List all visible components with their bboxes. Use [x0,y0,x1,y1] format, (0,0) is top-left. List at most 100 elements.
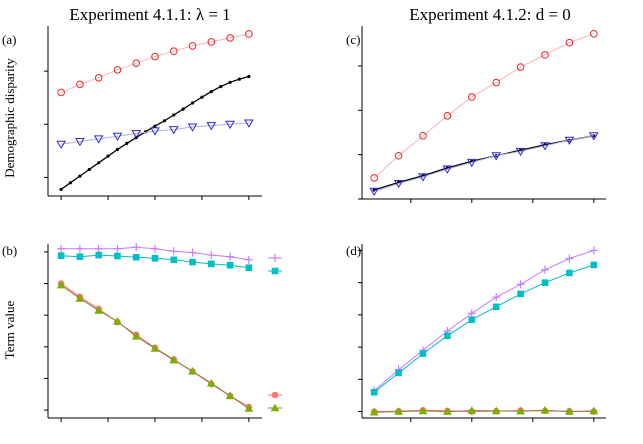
data-point [442,165,453,174]
data-point [468,316,476,324]
data-point [225,391,235,400]
data-point [419,350,427,357]
data-point [106,154,110,158]
title-right: Experiment 4.1.2: d = 0 [409,5,571,24]
data-point [444,332,451,340]
data-point [59,187,63,191]
panel-a-disparity-vs-d [44,26,262,200]
panel-letter-d: (d) [346,243,361,258]
data-point [226,252,235,261]
data-point [515,147,526,157]
data-point [516,63,525,71]
data-point [208,260,215,268]
data-point [540,405,550,414]
data-point [219,84,223,89]
data-point [132,59,141,67]
data-point [169,47,178,56]
data-point [57,88,65,97]
data-point [588,132,599,141]
series-line [374,135,594,191]
data-point [491,152,502,161]
data-point [565,407,574,415]
data-point [467,309,476,318]
data-point [87,167,91,172]
data-point [132,253,140,261]
series-line [60,33,250,93]
data-point [57,244,66,253]
data-point [76,80,84,89]
data-point [206,378,216,387]
series-line [60,75,250,190]
data-point [443,407,452,415]
data-point [189,258,196,266]
data-point [172,113,176,117]
data-point [187,123,198,132]
data-point [369,187,380,197]
panel-c-disparity-vs-lambda [358,26,606,203]
panel-letter-a: (a) [2,32,16,47]
data-point [168,126,179,135]
data-point [566,269,573,277]
data-point [541,51,549,59]
data-point [590,261,598,269]
data-point [131,332,141,340]
data-point [169,247,178,256]
data-point [370,174,379,182]
data-point [94,306,104,314]
data-point [237,77,242,81]
data-point [113,66,122,74]
data-point [394,407,403,415]
legend-marker [271,267,279,275]
data-point [95,251,102,259]
data-point [516,406,525,415]
data-point [243,119,254,128]
series-line [373,249,594,391]
data-point [564,136,575,146]
data-point [153,124,157,128]
data-point [131,130,142,139]
data-point [94,73,103,82]
legend-marker [271,254,279,262]
data-point [170,256,178,264]
panel-letter-b: (b) [2,243,17,258]
data-point [115,147,120,152]
data-point [517,290,524,298]
data-point [370,388,378,396]
data-point [394,151,403,160]
data-point [56,140,67,149]
panel-d-terms-vs-lambda [358,244,606,422]
data-point [56,280,66,289]
data-point [76,253,84,260]
data-point [393,179,404,189]
data-point [541,279,549,286]
data-point [75,244,84,253]
data-point [589,406,599,415]
data-point [132,243,141,252]
legend-marker [271,391,279,399]
series-line [374,409,594,413]
data-point [150,127,160,136]
data-point [491,406,501,415]
data-point [209,90,213,94]
title-left: Experiment 4.1.1: λ = 1 [69,5,230,24]
data-point [169,355,179,364]
data-point [245,264,253,272]
data-point [188,248,197,257]
data-point [565,254,574,263]
data-point [150,344,160,352]
data-point [540,142,550,151]
data-point [492,78,501,87]
data-point [68,181,73,185]
data-point [418,173,428,182]
data-point [228,80,232,84]
series-line [61,122,249,145]
data-point [93,135,104,144]
data-point [395,369,402,377]
data-point [113,317,122,325]
data-point [151,244,159,253]
series-line [373,264,594,393]
data-point [200,95,204,99]
series-line [373,33,594,179]
data-point [419,131,427,140]
